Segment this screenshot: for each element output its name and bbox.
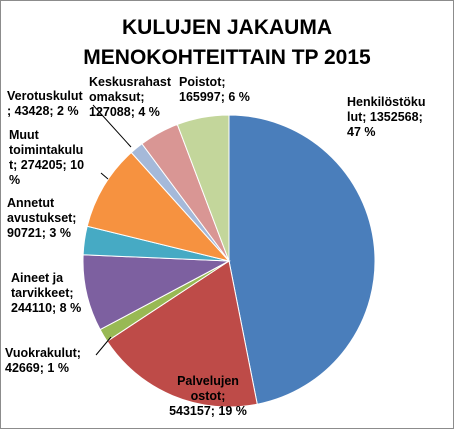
data-label-4-line-1: Aineet ja bbox=[11, 271, 64, 285]
data-label-6-line-1: Muut bbox=[9, 128, 39, 142]
data-label-7-line-2: ; 43428; 2 % bbox=[7, 104, 79, 118]
data-label-6-line-2: toimintakulu bbox=[9, 143, 84, 157]
data-label-5-line-1: Annetut bbox=[7, 196, 55, 210]
data-label-6-line-4: % bbox=[9, 173, 21, 187]
data-label-9-line-1: Poistot; bbox=[179, 75, 226, 89]
chart-title: KULUJEN JAKAUMA MENOKOHTEITTAIN TP 2015 bbox=[1, 13, 453, 73]
data-label-2-line-1: Palvelujen bbox=[177, 374, 239, 388]
pie-slice-1 bbox=[228, 114, 376, 405]
chart-title-line-2: MENOKOHTEITTAIN TP 2015 bbox=[83, 46, 371, 69]
data-label-5-line-3: 90721; 3 % bbox=[7, 226, 71, 240]
leader-line-6 bbox=[100, 172, 109, 180]
data-label-8-line-3: 127088; 4 % bbox=[89, 105, 160, 119]
data-label-9: Poistot; 165997; 6 % bbox=[179, 75, 269, 105]
data-label-2-line-2: ostot; bbox=[190, 389, 226, 403]
data-label-3-line-2: 42669; 1 % bbox=[5, 361, 69, 375]
data-label-8-line-1: Keskusrahast bbox=[89, 75, 171, 89]
data-label-4: Aineet ja tarvikkeet; 244110; 8 % bbox=[11, 271, 107, 316]
data-label-2: Palvelujen ostot; 543157; 19 % bbox=[153, 374, 263, 419]
data-label-7-line-1: Verotuskulut bbox=[7, 89, 83, 103]
data-label-4-line-3: 244110; 8 % bbox=[11, 301, 82, 315]
data-label-6: Muut toimintakulu t; 274205; 10% bbox=[9, 128, 105, 188]
data-label-4-line-2: tarvikkeet; bbox=[11, 286, 74, 300]
pie-slice-2 bbox=[106, 260, 258, 408]
data-label-7: Verotuskulut; 43428; 2 % bbox=[7, 89, 97, 119]
data-label-9-line-2: 165997; 6 % bbox=[179, 90, 250, 104]
data-label-8: Keskusrahast omaksut; 127088; 4 % bbox=[89, 75, 189, 120]
data-label-5-line-2: avustukset; bbox=[7, 211, 77, 225]
data-label-1-line-1: Henkilöstöku bbox=[347, 95, 426, 109]
data-label-2-line-3: 543157; 19 % bbox=[169, 404, 247, 418]
pie-slice-6 bbox=[86, 151, 231, 262]
chart-title-line-1: KULUJEN JAKAUMA bbox=[121, 16, 332, 39]
data-label-1-line-3: 47 % bbox=[347, 125, 376, 139]
data-label-8-line-2: omaksut; bbox=[89, 90, 145, 104]
data-label-1: Henkilöstöku lut; 1352568; 47 % bbox=[347, 95, 451, 140]
data-label-5: Annetut avustukset; 90721; 3 % bbox=[7, 196, 103, 241]
data-label-1-line-2: lut; 1352568; bbox=[347, 110, 423, 124]
data-label-3: Vuokrakulut; 42669; 1 % bbox=[5, 346, 101, 376]
leader-line-3 bbox=[95, 336, 112, 356]
pie-slice-9 bbox=[176, 114, 230, 262]
data-label-3-line-1: Vuokrakulut; bbox=[5, 346, 81, 360]
leader-line-7 bbox=[92, 104, 132, 148]
data-label-6-line-3: t; 274205; 10 bbox=[9, 158, 85, 172]
